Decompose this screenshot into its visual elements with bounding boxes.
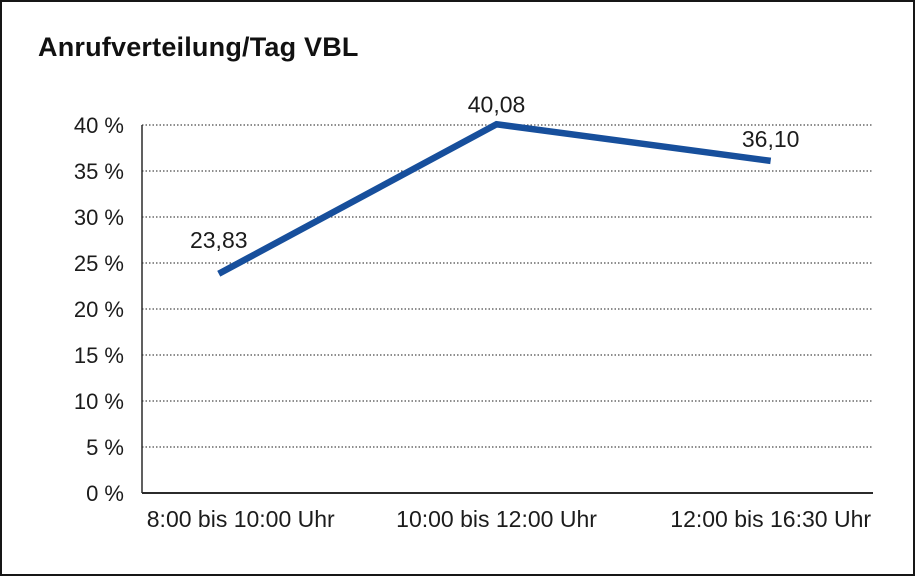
- data-point-label: 40,08: [468, 91, 526, 117]
- gridlines: [142, 124, 873, 448]
- chart-title: Anrufverteilung/Tag VBL: [38, 32, 359, 62]
- y-tick-label: 5 %: [86, 435, 124, 460]
- x-tick-label: 8:00 bis 10:00 Uhr: [147, 506, 335, 532]
- y-tick-label: 35 %: [74, 159, 124, 184]
- y-tick-label: 20 %: [74, 297, 124, 322]
- data-series-line: [217, 120, 772, 277]
- y-axis-tick-labels: 0 % 5 % 10 % 15 % 20 % 25 % 30 % 35 % 40 %: [74, 113, 124, 506]
- x-axis-tick-labels: 8:00 bis 10:00 Uhr 10:00 bis 12:00 Uhr 12:…: [147, 506, 872, 532]
- x-tick-label: 10:00 bis 12:00 Uhr: [396, 506, 597, 532]
- data-point-label: 23,83: [190, 227, 248, 253]
- axes: [141, 125, 873, 494]
- series-polyline: [217, 120, 772, 277]
- data-point-label: 36,10: [742, 126, 800, 152]
- y-tick-label: 10 %: [74, 389, 124, 414]
- y-tick-label: 15 %: [74, 343, 124, 368]
- y-tick-label: 30 %: [74, 205, 124, 230]
- y-tick-label: 40 %: [74, 113, 124, 138]
- y-tick-label: 0 %: [86, 481, 124, 506]
- data-point-labels: 23,83 40,08 36,10: [190, 91, 799, 253]
- y-tick-label: 25 %: [74, 251, 124, 276]
- x-tick-label: 12:00 bis 16:30 Uhr: [670, 506, 871, 532]
